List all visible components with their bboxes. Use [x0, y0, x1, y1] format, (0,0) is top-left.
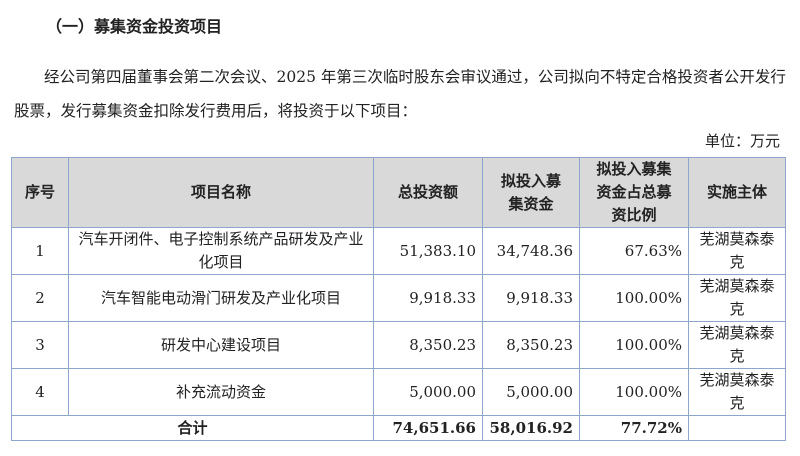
total-row: 合计 74,651.66 58,016.92 77.72%: [11, 415, 786, 441]
intro-paragraph: 经公司第四届董事会第二次会议、2025 年第三次临时股东会审议通过，公司拟向不特…: [14, 68, 786, 120]
header-row: 序号 项目名称 总投资额 拟投入募集资金 拟投入募集资金占总募资比例 实施主体: [11, 157, 786, 228]
cell-entity: 芜湖莫森泰克: [688, 368, 786, 416]
total-entity: [688, 415, 786, 441]
cell-ratio: 100.00%: [579, 368, 689, 416]
total-ratio: 77.72%: [579, 415, 689, 441]
table-row: 3 研发中心建设项目 8,350.23 8,350.23 100.00% 芜湖莫森泰克: [11, 321, 786, 369]
cell-total: 5,000.00: [373, 368, 483, 416]
header-no: 序号: [11, 157, 69, 228]
header-name: 项目名称: [68, 157, 374, 228]
cell-total: 8,350.23: [373, 321, 483, 369]
header-ratio: 拟投入募集资金占总募资比例: [579, 157, 689, 228]
table-row: 2 汽车智能电动滑门研发及产业化项目 9,918.33 9,918.33 100.00%…: [11, 274, 786, 322]
cell-name: 补充流动资金: [68, 368, 374, 416]
cell-raised: 34,748.36: [482, 227, 580, 275]
cell-ratio: 100.00%: [579, 274, 689, 322]
table-row: 4 补充流动资金 5,000.00 5,000.00 100.00% 芜湖莫森泰克: [11, 368, 786, 416]
cell-name: 汽车开闭件、电子控制系统产品研发及产业化项目: [68, 227, 374, 275]
cell-raised: 9,918.33: [482, 274, 580, 322]
cell-no: 3: [11, 321, 69, 369]
investment-table: 序号 项目名称 总投资额 拟投入募集资金 拟投入募集资金占总募资比例 实施主体 …: [11, 157, 786, 441]
cell-entity: 芜湖莫森泰克: [688, 321, 786, 369]
total-raised: 58,016.92: [482, 415, 580, 441]
cell-raised: 8,350.23: [482, 321, 580, 369]
cell-entity: 芜湖莫森泰克: [688, 227, 786, 275]
total-label: 合计: [11, 415, 374, 441]
cell-ratio: 67.63%: [579, 227, 689, 275]
cell-no: 4: [11, 368, 69, 416]
cell-no: 1: [11, 227, 69, 275]
cell-entity: 芜湖莫森泰克: [688, 274, 786, 322]
header-total: 总投资额: [373, 157, 483, 228]
total-total: 74,651.66: [373, 415, 483, 441]
unit-label: 单位：万元: [704, 132, 780, 150]
table-row: 1 汽车开闭件、电子控制系统产品研发及产业化项目 51,383.10 34,748.3…: [11, 227, 786, 275]
header-raised: 拟投入募集资金: [482, 157, 580, 228]
cell-total: 51,383.10: [373, 227, 483, 275]
cell-raised: 5,000.00: [482, 368, 580, 416]
cell-name: 汽车智能电动滑门研发及产业化项目: [68, 274, 374, 322]
cell-name: 研发中心建设项目: [68, 321, 374, 369]
header-entity: 实施主体: [688, 157, 786, 228]
cell-ratio: 100.00%: [579, 321, 689, 369]
section-heading: （一）募集资金投资项目: [46, 17, 223, 36]
cell-no: 2: [11, 274, 69, 322]
cell-total: 9,918.33: [373, 274, 483, 322]
